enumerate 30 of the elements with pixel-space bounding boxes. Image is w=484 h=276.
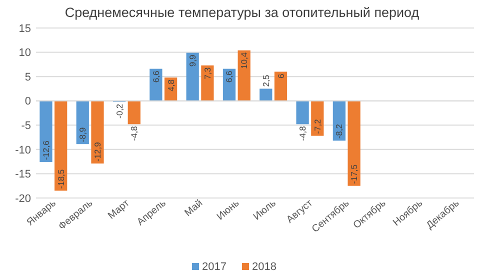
data-label: 6,6 [224, 70, 234, 83]
data-label: -12,9 [92, 142, 102, 162]
data-label: -4,8 [298, 126, 308, 141]
data-label: 9,9 [188, 54, 198, 67]
x-tick-label: Май [182, 198, 205, 219]
data-label: -8,2 [334, 124, 344, 139]
data-label: 6,6 [150, 70, 161, 83]
data-label: -12,6 [40, 140, 51, 160]
y-tick-label: -10 [15, 144, 31, 156]
legend-label: 2018 [252, 261, 276, 273]
y-tick-label: 0 [24, 96, 31, 108]
data-label: -7,2 [312, 118, 322, 134]
y-tick-label: 5 [24, 71, 31, 84]
data-label: -0,2 [114, 104, 124, 118]
y-tick-label: 15 [18, 22, 31, 35]
data-label: -18,5 [56, 169, 66, 189]
y-tick-label: -15 [15, 168, 31, 181]
data-label: -4,8 [129, 126, 140, 141]
y-tick-label: 10 [18, 47, 31, 60]
data-label: 10,4 [239, 52, 250, 69]
y-tick-label: -5 [21, 120, 31, 132]
data-label: 6 [276, 73, 286, 78]
data-label: 7,3 [202, 67, 212, 80]
chart-title: Среднемесячные температуры за отопительный период [64, 5, 420, 20]
data-label: 2,5 [260, 74, 271, 87]
data-label: 4,8 [166, 79, 176, 92]
data-label: -17,5 [349, 164, 360, 184]
legend-label: 2017 [202, 261, 226, 273]
y-tick-label: -20 [15, 192, 31, 205]
data-label: -8,9 [78, 127, 88, 142]
